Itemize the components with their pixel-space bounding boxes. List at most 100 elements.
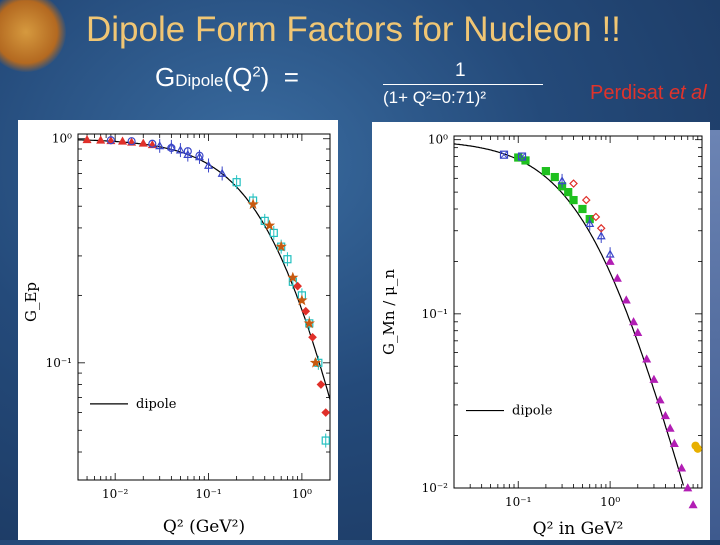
data-point — [263, 219, 276, 231]
data-point — [275, 240, 287, 252]
x-axis-label: Q² (GeV²) — [163, 517, 245, 537]
data-point — [612, 273, 622, 282]
data-point — [581, 195, 591, 205]
y-tick-label: 10⁻¹ — [46, 356, 72, 370]
data-point — [301, 306, 311, 316]
data-point — [669, 438, 679, 447]
data-series — [106, 136, 204, 160]
x-tick-label: 10⁰ — [600, 495, 620, 509]
data-point — [316, 380, 326, 389]
data-point — [655, 395, 665, 404]
data-point — [693, 444, 702, 453]
data-point — [629, 317, 639, 326]
y-axis-label: G_Mn / μ_n — [380, 269, 398, 355]
data-point-cross — [500, 150, 508, 159]
plot-frame — [77, 133, 331, 481]
data-point — [605, 256, 615, 265]
data-point — [138, 138, 148, 147]
data-point — [106, 136, 115, 145]
data-point — [166, 142, 176, 151]
data-point-cross — [518, 152, 526, 161]
gear-decoration — [0, 0, 66, 72]
x-tick-label: 10⁻² — [102, 487, 129, 501]
data-point — [195, 151, 204, 160]
minor-ticks — [77, 134, 331, 481]
data-point — [183, 147, 192, 156]
formula-subscript: Dipole — [175, 71, 224, 90]
data-point — [269, 228, 278, 238]
formula-superscript: 2 — [252, 63, 261, 81]
credit-name: Perdisat — [590, 82, 669, 104]
plot-frame — [453, 135, 703, 489]
data-point — [82, 134, 92, 144]
data-point — [260, 216, 269, 225]
gmn-chart-panel: 10⁻¹ 10⁰ 10⁰ 10⁻¹ 10⁻² dipole Q² in GeV² G_Mn /… — [372, 122, 710, 540]
data-series — [232, 175, 330, 448]
data-series — [499, 150, 527, 161]
data-point — [232, 178, 241, 187]
data-point — [649, 374, 659, 383]
data-point — [517, 152, 527, 161]
data-series — [605, 256, 698, 509]
data-point — [293, 281, 302, 291]
data-point — [660, 410, 670, 420]
y-tick-label: 10⁻² — [422, 481, 449, 495]
gep-chart: 10⁻² 10⁻¹ 10⁰ 10⁰ 10⁻¹ dipole Q² (GeV²) G_Ep — [22, 132, 331, 537]
formula-equals: = — [283, 62, 299, 92]
data-series — [514, 153, 594, 224]
data-point — [309, 356, 322, 368]
data-point — [287, 271, 299, 283]
data-point — [596, 223, 606, 233]
data-series — [569, 179, 606, 233]
data-point — [296, 294, 308, 306]
y-tick-label: 10⁻¹ — [422, 307, 448, 321]
dipole-curve — [77, 139, 331, 400]
data-point — [585, 218, 595, 227]
data-point — [665, 423, 675, 432]
data-point — [118, 136, 128, 145]
data-point — [283, 255, 292, 264]
data-point — [127, 137, 136, 146]
chart-legend: dipole — [466, 404, 553, 419]
data-point — [499, 150, 509, 159]
data-point — [321, 408, 331, 417]
data-point — [591, 212, 601, 222]
data-point — [569, 179, 578, 188]
data-point — [677, 463, 687, 472]
chart-legend: dipole — [90, 397, 177, 412]
data-point — [247, 198, 259, 210]
data-point — [204, 160, 214, 169]
y-tick-label: 10⁰ — [52, 132, 72, 146]
data-point — [541, 167, 550, 176]
data-point — [564, 188, 573, 197]
data-point — [688, 500, 698, 509]
formula-denominator: (1+ Q²=0:71)² — [383, 88, 486, 107]
y-tick-label: 10⁰ — [428, 133, 448, 147]
slide-title: Dipole Form Factors for Nucleon !! — [86, 10, 621, 49]
formula-numerator: 1 — [455, 60, 466, 81]
formula-close: ) — [260, 62, 270, 92]
data-series — [155, 138, 227, 181]
data-point — [683, 483, 693, 492]
x-axis-label: Q² in GeV² — [533, 519, 624, 539]
data-series — [247, 198, 322, 368]
data-series — [557, 173, 615, 262]
data-point — [642, 354, 652, 363]
data-point — [303, 317, 315, 329]
data-point — [633, 327, 643, 337]
dipole-curve — [453, 143, 684, 486]
fraction-line — [383, 84, 543, 85]
x-tick-label: 10⁰ — [292, 487, 312, 501]
x-tick-label: 10⁻¹ — [195, 487, 221, 501]
dipole-formula-lhs: GDipole(Q2) = — [155, 62, 299, 93]
data-point — [557, 176, 567, 185]
gmn-chart: 10⁻¹ 10⁰ 10⁰ 10⁻¹ 10⁻² dipole Q² in GeV² G_Mn /… — [380, 133, 703, 539]
data-series — [691, 441, 702, 453]
data-point — [167, 143, 176, 153]
x-tick-label: 10⁻¹ — [505, 495, 531, 509]
data-series — [82, 134, 157, 149]
data-point — [569, 195, 578, 205]
gep-chart-panel: 10⁻² 10⁻¹ 10⁰ 10⁰ 10⁻¹ dipole Q² (GeV²) G_Ep — [18, 120, 338, 540]
formula-g: G — [155, 62, 176, 92]
data-point — [550, 172, 559, 182]
